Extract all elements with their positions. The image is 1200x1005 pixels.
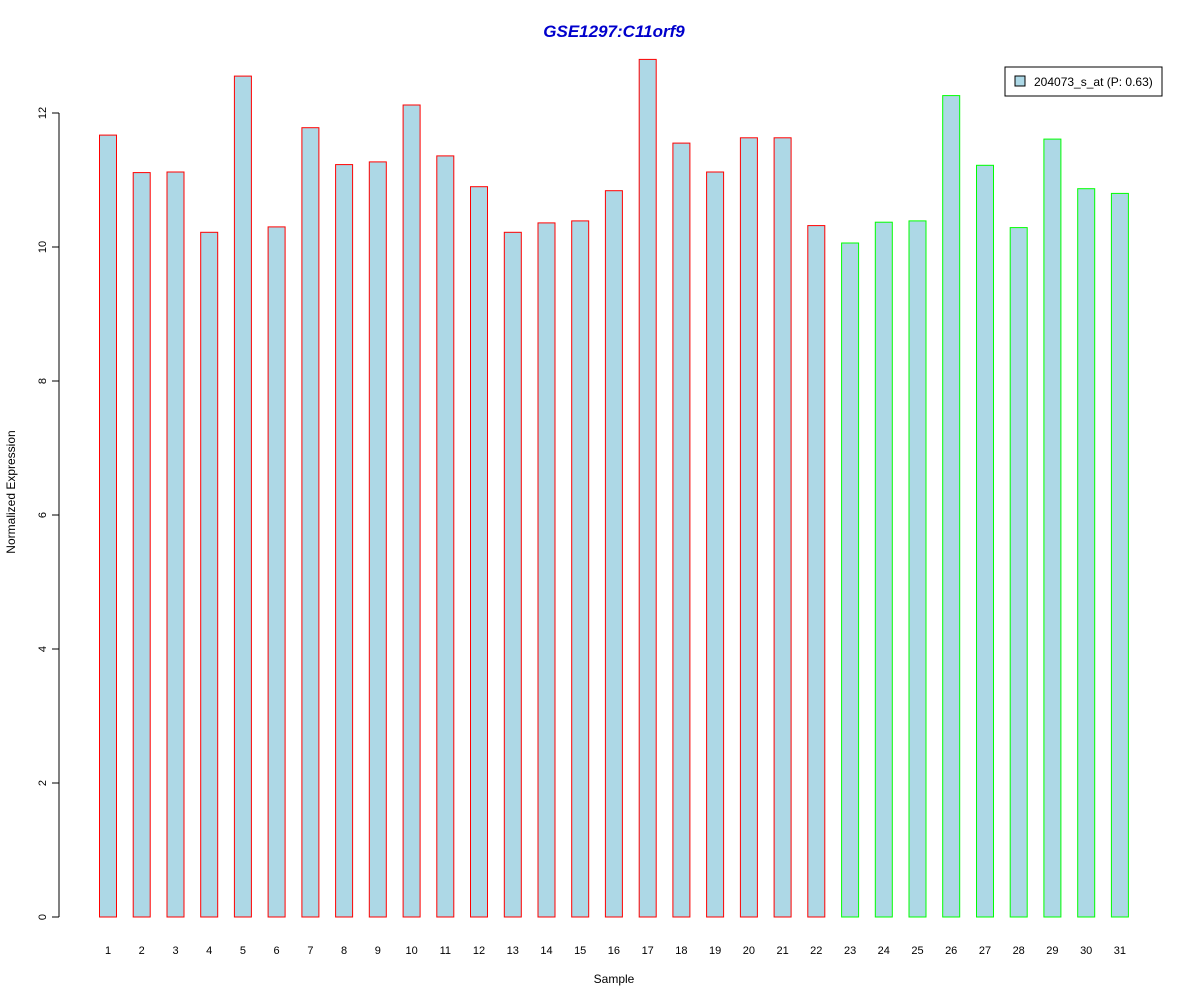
bar-sample-29 xyxy=(1043,138,1062,918)
bar-sample-24 xyxy=(874,221,893,918)
x-tick-label: 6 xyxy=(274,945,280,957)
x-tick-label: 5 xyxy=(240,945,246,957)
bar-sample-20 xyxy=(739,137,758,918)
x-tick-label: 14 xyxy=(540,945,552,957)
x-tick-label: 11 xyxy=(440,945,451,957)
y-tick-label: 12 xyxy=(37,107,49,119)
bar-sample-3 xyxy=(166,171,185,918)
x-tick-label: 27 xyxy=(979,945,991,957)
legend-swatch xyxy=(1014,75,1026,87)
bar-sample-31 xyxy=(1110,192,1129,918)
legend-box xyxy=(1004,66,1163,97)
y-tick-label: 0 xyxy=(37,914,49,920)
y-tick-label: 10 xyxy=(37,241,49,253)
bar-sample-7 xyxy=(301,127,320,918)
bar-sample-6 xyxy=(267,226,286,918)
x-tick-label: 24 xyxy=(878,945,890,957)
x-tick-label: 28 xyxy=(1013,945,1025,957)
x-tick-label: 18 xyxy=(675,945,687,957)
legend-label: 204073_s_at (P: 0.63) xyxy=(1034,75,1153,89)
x-tick-label: 22 xyxy=(810,945,822,957)
bar-sample-11 xyxy=(436,155,455,918)
bar-sample-9 xyxy=(368,161,387,918)
bar-sample-22 xyxy=(807,225,826,918)
x-tick-label: 7 xyxy=(307,945,313,957)
x-tick-label: 16 xyxy=(608,945,620,957)
bar-sample-5 xyxy=(233,75,252,918)
x-tick-label: 31 xyxy=(1114,945,1126,957)
x-tick-label: 12 xyxy=(473,945,485,957)
y-tick-label: 6 xyxy=(37,512,49,518)
x-tick-label: 26 xyxy=(945,945,957,957)
y-tick-label: 2 xyxy=(37,780,49,786)
bar-sample-21 xyxy=(773,137,792,918)
x-tick-label: 20 xyxy=(743,945,755,957)
x-tick-label: 1 xyxy=(105,945,111,957)
bars xyxy=(99,58,1129,918)
x-tick-label: 2 xyxy=(139,945,145,957)
x-tick-label: 29 xyxy=(1046,945,1058,957)
bar-sample-23 xyxy=(841,242,860,918)
bar-sample-8 xyxy=(335,164,354,918)
chart-title: GSE1297:C11orf9 xyxy=(543,22,685,41)
y-axis: 0 2 4 6 8 10 12 xyxy=(37,107,60,920)
bar-sample-18 xyxy=(672,142,691,918)
bar-sample-17 xyxy=(638,58,657,918)
bar-sample-19 xyxy=(706,171,725,918)
bar-sample-30 xyxy=(1077,188,1096,918)
bar-sample-12 xyxy=(470,186,488,918)
x-tick-label: 23 xyxy=(844,945,856,957)
bar-sample-2 xyxy=(132,172,151,918)
y-tick-label: 8 xyxy=(37,378,49,384)
bar-sample-10 xyxy=(402,104,421,918)
x-tick-label: 25 xyxy=(911,945,923,957)
legend: 204073_s_at (P: 0.63) xyxy=(1004,66,1163,97)
bar-sample-27 xyxy=(976,164,994,918)
bar-sample-4 xyxy=(200,231,219,918)
x-tick-label: 9 xyxy=(375,945,381,957)
x-tick-label: 19 xyxy=(709,945,721,957)
x-tick-label: 8 xyxy=(341,945,347,957)
bar-sample-15 xyxy=(571,220,590,918)
y-axis-label: Normalized Expression xyxy=(4,430,18,553)
bar-sample-1 xyxy=(99,134,117,918)
bar-sample-28 xyxy=(1009,227,1028,918)
bar-sample-25 xyxy=(908,220,927,918)
y-tick-label: 4 xyxy=(37,646,49,652)
bar-sample-16 xyxy=(604,190,623,918)
bar-sample-13 xyxy=(503,231,522,918)
x-tick-label: 4 xyxy=(206,945,212,957)
x-tick-label: 30 xyxy=(1080,945,1092,957)
x-tick-label: 10 xyxy=(405,945,417,957)
x-tick-label: 17 xyxy=(642,945,654,957)
x-tick-labels: 1 2 3 4 5 6 7 8 9 10 11 12 13 14 15 16 17 18 19 20 21 22 23 24 2… xyxy=(105,945,1126,957)
x-tick-label: 21 xyxy=(776,945,788,957)
x-tick-label: 15 xyxy=(574,945,586,957)
bar-sample-14 xyxy=(537,222,556,918)
x-tick-label: 13 xyxy=(507,945,519,957)
x-axis-label: Sample xyxy=(594,972,635,986)
x-tick-label: 3 xyxy=(172,945,178,957)
bar-sample-26 xyxy=(942,95,961,918)
